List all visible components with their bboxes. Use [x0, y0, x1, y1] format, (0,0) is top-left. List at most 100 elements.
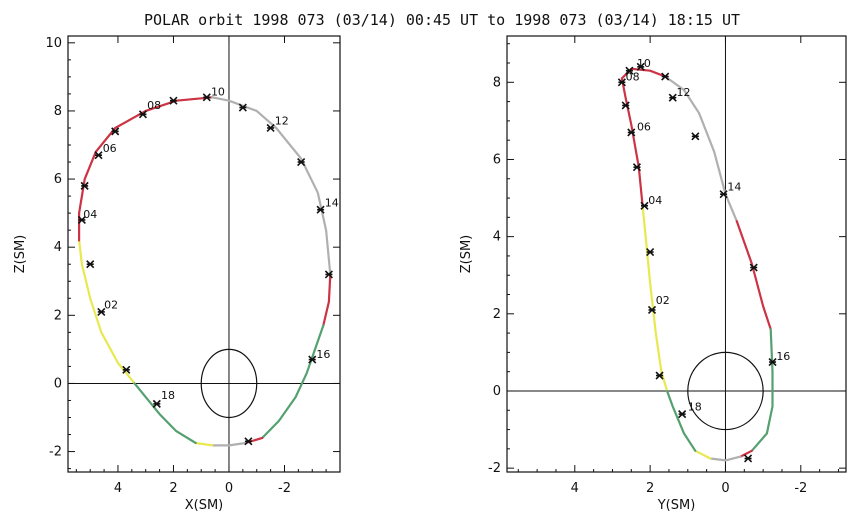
y-tick-label: 0 [493, 384, 501, 399]
orbit-segment-red [77, 96, 214, 242]
orbit-segment-red [620, 67, 667, 207]
y-tick-label: 6 [54, 172, 62, 187]
orbit-marker [691, 132, 700, 141]
orbit-segment-yellow [194, 441, 214, 447]
y-tick-label: -2 [488, 461, 501, 476]
orbit-marker [77, 215, 86, 225]
y-tick-label: 10 [45, 36, 62, 51]
hour-label: 14 [325, 196, 339, 209]
y-tick-label: 8 [54, 104, 62, 119]
orbit-marker [297, 157, 306, 167]
orbit-marker [152, 399, 161, 408]
orbit-marker [640, 201, 649, 210]
orbit-marker [627, 128, 636, 137]
orbit-marker [138, 110, 148, 119]
orbit-segment-green [665, 389, 697, 452]
orbit-marker [80, 181, 89, 190]
orbit-marker [169, 96, 178, 105]
hour-label: 04 [83, 208, 97, 221]
orbit-marker [617, 78, 626, 87]
earth-circle [200, 348, 258, 419]
hour-label: 04 [648, 194, 662, 207]
hour-label: 02 [104, 299, 118, 312]
orbit-marker [668, 93, 677, 102]
hour-label: 02 [656, 294, 670, 307]
orbit-segment-green [261, 324, 325, 439]
plot-frame [506, 35, 847, 473]
hour-label: 12 [275, 115, 289, 128]
orbit-marker [238, 103, 247, 112]
orbit-segment-yellow [77, 239, 136, 385]
orbit-segment-red [322, 273, 332, 327]
y-axis-label: Z(SM) [459, 235, 474, 274]
hour-label: 08 [147, 99, 161, 112]
y-tick-label: 4 [54, 240, 62, 255]
y-tick-label: -2 [49, 445, 62, 460]
y-tick-label: 8 [493, 75, 501, 90]
hour-label: 16 [776, 350, 790, 363]
orbit-marker [625, 66, 634, 75]
orbit-segment-green [750, 328, 774, 452]
hour-label: 18 [688, 400, 702, 413]
orbit-marker [202, 93, 211, 102]
earth-circle [687, 351, 764, 431]
orbit-marker [632, 163, 642, 172]
orbit-segment-red [739, 449, 753, 458]
y-tick-label: 6 [493, 152, 501, 167]
x-tick-label: -2 [278, 481, 291, 496]
orbit-marker [244, 437, 253, 446]
y-tick-label: 4 [493, 230, 501, 245]
orbit-marker [122, 365, 131, 374]
x-tick-label: 4 [571, 481, 579, 496]
plot-frame [67, 35, 341, 473]
orbit-marker [661, 72, 670, 81]
orbit-segment-yellow [694, 449, 712, 460]
y-tick-label: 2 [493, 307, 501, 322]
figure-title: POLAR orbit 1998 073 (03/14) 00:45 UT to… [144, 11, 740, 29]
orbit-marker [316, 205, 325, 214]
orbit-segment-red [735, 220, 772, 331]
y-tick-label: 2 [54, 308, 62, 323]
hour-label: 08 [626, 70, 640, 83]
orbit-marker [621, 101, 630, 110]
hour-label: 06 [637, 121, 651, 134]
orbit-segment-gray [211, 96, 332, 276]
orbit-segment-gray [709, 455, 742, 462]
orbit-marker [94, 151, 103, 160]
hour-label: 06 [103, 142, 117, 155]
orbit-marker [678, 410, 687, 419]
orbit-marker [768, 357, 777, 367]
orbit-marker [744, 454, 753, 463]
hour-label: 10 [211, 86, 225, 99]
orbit-segment-gray [211, 441, 247, 447]
x-tick-label: 4 [114, 481, 122, 496]
hour-label: 14 [727, 180, 741, 193]
hour-label: 16 [316, 348, 330, 361]
x-tick-label: 2 [646, 481, 654, 496]
orbit-marker [308, 355, 317, 364]
orbit-marker [86, 260, 95, 269]
orbit-marker [646, 248, 655, 257]
y-tick-label: 0 [54, 376, 62, 391]
x-axis-label: Y(SM) [657, 498, 696, 513]
hour-label: 18 [161, 389, 175, 402]
orbit-marker [719, 190, 728, 199]
orbit-marker [636, 62, 645, 71]
x-tick-label: -2 [794, 481, 807, 496]
orbit-segment-green [133, 382, 197, 445]
hour-label: 10 [637, 57, 651, 70]
orbit-marker [111, 127, 120, 136]
orbit-marker [655, 371, 664, 380]
x-tick-label: 0 [225, 481, 233, 496]
y-axis-label: Z(SM) [13, 235, 28, 274]
x-tick-label: 0 [721, 481, 729, 496]
orbit-marker [324, 270, 333, 279]
xz-orbit-panel: 4 2 0 -2-20246810X(SM)Z(SM)0204060810121416… [13, 35, 341, 513]
orbit-marker [749, 263, 758, 272]
hour-label: 12 [677, 86, 691, 99]
orbit-marker [647, 305, 657, 315]
orbit-segment-gray [664, 75, 738, 223]
x-axis-label: X(SM) [185, 498, 224, 513]
